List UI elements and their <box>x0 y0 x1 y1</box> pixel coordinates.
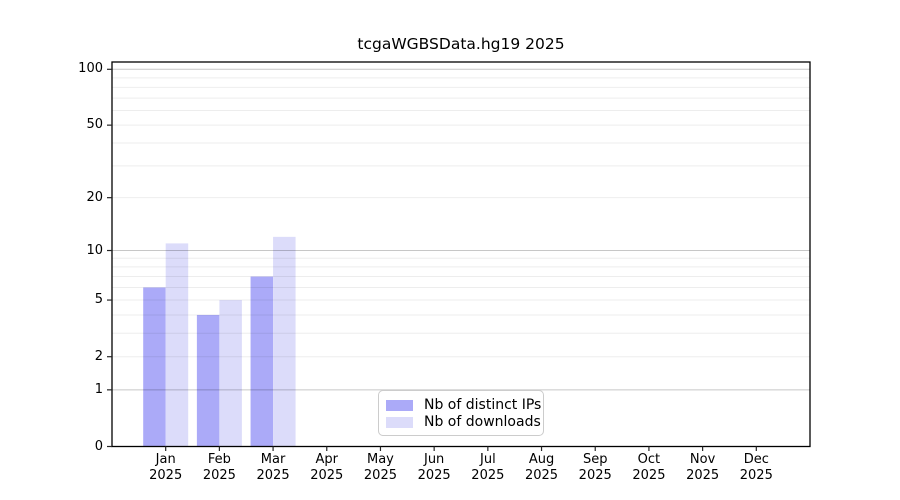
legend: Nb of distinct IPs Nb of downloads <box>378 390 544 436</box>
x-tick-month: Sep <box>582 452 608 467</box>
x-tick-label-aug: Aug 2025 <box>510 452 574 483</box>
y-tick-label: 100 <box>78 61 103 77</box>
x-tick-label-feb: Feb 2025 <box>187 452 251 483</box>
y-tick-label: 10 <box>86 242 103 258</box>
bar-downloads-feb <box>219 300 242 447</box>
bar-distinct-ips-feb <box>196 314 220 447</box>
x-tick-year: 2025 <box>578 467 612 483</box>
y-tick-label: 2 <box>94 348 103 364</box>
y-tick-label: 5 <box>94 292 103 308</box>
legend-item-downloads: Nb of downloads <box>386 414 541 430</box>
x-tick-year: 2025 <box>524 467 559 483</box>
bar-downloads-mar <box>273 236 296 447</box>
x-tick-month: Oct <box>637 452 661 467</box>
x-tick-label-nov: Nov 2025 <box>671 452 735 483</box>
x-tick-label-may: May 2025 <box>348 452 412 483</box>
x-tick-year: 2025 <box>149 467 183 483</box>
x-tick-label-oct: Oct 2025 <box>617 452 681 483</box>
x-tick-month: Jun <box>423 452 445 467</box>
x-tick-month: May <box>367 452 394 467</box>
y-tick-label: 0 <box>94 438 103 454</box>
x-tick-year: 2025 <box>363 467 397 483</box>
x-tick-month: Jul <box>480 452 496 467</box>
bar-distinct-ips-jan <box>143 287 166 447</box>
x-tick-year: 2025 <box>417 467 451 483</box>
x-tick-month: Jan <box>155 452 176 467</box>
x-tick-year: 2025 <box>739 467 773 483</box>
y-tick-label: 1 <box>94 381 103 397</box>
x-tick-month: Feb <box>207 452 231 467</box>
legend-swatch-downloads <box>386 416 413 428</box>
x-tick-label-jan: Jan 2025 <box>134 452 198 483</box>
x-tick-year: 2025 <box>310 467 344 483</box>
y-tick-label: 20 <box>86 189 103 205</box>
x-tick-year: 2025 <box>471 467 505 483</box>
x-tick-month: Nov <box>689 452 716 467</box>
x-tick-year: 2025 <box>632 467 666 483</box>
x-tick-label-jun: Jun 2025 <box>402 452 466 483</box>
x-tick-year: 2025 <box>256 467 290 483</box>
y-tick-label: 50 <box>86 117 103 133</box>
x-tick-month: Apr <box>315 452 339 467</box>
x-tick-label-dec: Dec 2025 <box>724 452 788 483</box>
x-tick-label-jul: Jul 2025 <box>456 452 520 483</box>
x-tick-label-sep: Sep 2025 <box>563 452 627 483</box>
x-tick-month: Dec <box>743 452 769 467</box>
legend-item-distinct-ips: Nb of distinct IPs <box>386 397 541 413</box>
bar-downloads-jan <box>165 243 189 447</box>
axis-frame <box>111 61 811 448</box>
chart-title: tcgaWGBSData.hg19 2025 <box>357 35 565 53</box>
x-tick-month: Mar <box>260 452 286 467</box>
bar-distinct-ips-mar <box>250 276 274 447</box>
x-tick-year: 2025 <box>202 467 236 483</box>
x-tick-month: Aug <box>528 452 555 467</box>
legend-swatch-distinct-ips <box>386 399 413 411</box>
legend-label-downloads: Nb of downloads <box>424 414 541 430</box>
x-tick-year: 2025 <box>686 467 720 483</box>
legend-label-distinct-ips: Nb of distinct IPs <box>424 397 542 413</box>
x-tick-label-apr: Apr 2025 <box>295 452 359 483</box>
x-tick-label-mar: Mar 2025 <box>241 452 305 483</box>
